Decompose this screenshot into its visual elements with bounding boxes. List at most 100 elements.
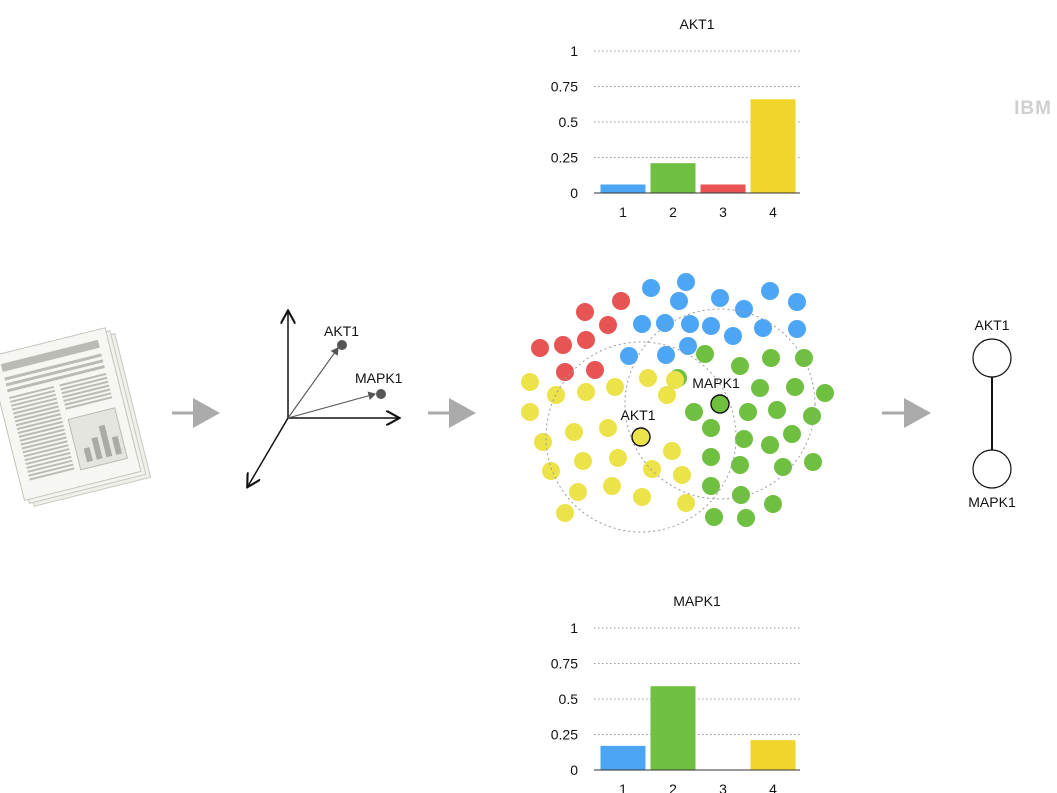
point-akt1 — [337, 340, 347, 350]
bar — [700, 184, 746, 193]
cluster-dot — [620, 347, 638, 365]
cluster-dot — [656, 314, 674, 332]
cluster-dot — [577, 383, 595, 401]
cluster-dot — [696, 345, 714, 363]
cluster-dot — [576, 303, 594, 321]
cluster-dot — [768, 401, 786, 419]
y-tick-label: 0.75 — [551, 656, 578, 672]
bar — [750, 740, 796, 770]
cluster-dot — [774, 458, 792, 476]
bar-chart-akt1: AKT1 0 0.25 0.5 0.75 1 1 2 3 4 — [551, 16, 800, 220]
cluster-dot — [658, 386, 676, 404]
cluster-dot — [705, 508, 723, 526]
y-tick-label: 1 — [570, 43, 578, 59]
cluster-dot — [609, 449, 627, 467]
cluster-dot — [702, 477, 720, 495]
cluster-dot — [569, 483, 587, 501]
cluster-dot — [599, 419, 617, 437]
chart-title: AKT1 — [679, 16, 714, 32]
documents-icon — [0, 327, 152, 507]
cluster-dot — [783, 425, 801, 443]
cluster-dot — [762, 349, 780, 367]
cluster-dot — [554, 336, 572, 354]
cluster-dot — [731, 357, 749, 375]
cluster-dot — [606, 378, 624, 396]
cluster-dot — [521, 373, 539, 391]
y-tick-label: 1 — [570, 620, 578, 636]
highlight-dot-akt1 — [631, 427, 651, 447]
cluster-dot — [677, 273, 695, 291]
y-tick-label: 0.5 — [559, 691, 579, 707]
cluster-dot — [786, 378, 804, 396]
cluster-dot — [724, 327, 742, 345]
vector-label-akt1: AKT1 — [324, 323, 359, 339]
neighborhood-circle-mapk1 — [624, 308, 816, 500]
cluster-dot — [577, 331, 595, 349]
bar — [600, 745, 646, 770]
cluster-dot — [666, 371, 684, 389]
bar — [600, 184, 646, 193]
cluster-dot — [816, 384, 834, 402]
vector-label-mapk1: MAPK1 — [355, 370, 403, 386]
vector-akt1 — [287, 347, 339, 419]
cluster-dot — [633, 488, 651, 506]
x-tick-label: 4 — [769, 204, 777, 220]
cluster-dot — [612, 292, 630, 310]
cluster-dot — [633, 315, 651, 333]
cluster-dot — [761, 436, 779, 454]
network-node-mapk1 — [972, 449, 1012, 489]
cluster-dot — [788, 320, 806, 338]
cluster-dot — [673, 466, 691, 484]
cluster-dot — [521, 403, 539, 421]
y-tick-label: 0 — [570, 185, 578, 201]
cluster-dot — [764, 495, 782, 513]
chart-title: MAPK1 — [673, 593, 721, 609]
bar — [650, 163, 696, 193]
x-tick-label: 1 — [619, 204, 627, 220]
cluster-dot — [642, 279, 660, 297]
x-tick-label: 2 — [669, 781, 677, 793]
cluster-dot — [685, 403, 703, 421]
cluster-dot — [735, 430, 753, 448]
bar — [750, 99, 796, 193]
cluster-dot — [702, 317, 720, 335]
cluster-dot — [531, 339, 549, 357]
y-tick-label: 0.75 — [551, 79, 578, 95]
x-tick-label: 3 — [719, 204, 727, 220]
cluster-dot — [542, 462, 560, 480]
point-mapk1 — [376, 389, 386, 399]
cluster-dot — [603, 477, 621, 495]
cluster-dot — [803, 407, 821, 425]
cluster-view: AKT1 MAPK1 — [521, 273, 834, 533]
cluster-dot — [711, 289, 729, 307]
network-graph: AKT1 MAPK1 — [968, 317, 1016, 510]
x-tick-label: 3 — [719, 781, 727, 793]
cluster-dot — [639, 369, 657, 387]
cluster-dot — [556, 504, 574, 522]
cluster-dot — [702, 419, 720, 437]
cluster-dot — [565, 423, 583, 441]
cluster-dot — [679, 337, 697, 355]
y-tick-label: 0 — [570, 762, 578, 778]
cluster-dot — [735, 300, 753, 318]
cluster-dot — [754, 319, 772, 337]
highlight-dot-mapk1 — [710, 394, 730, 414]
cluster-dot — [751, 379, 769, 397]
cluster-dot — [657, 346, 675, 364]
cluster-dot — [663, 442, 681, 460]
network-label-mapk1: MAPK1 — [968, 494, 1016, 510]
bar — [650, 686, 696, 770]
cluster-dot — [677, 494, 695, 512]
cluster-dot — [739, 403, 757, 421]
vector-mapk1 — [287, 391, 377, 419]
y-tick-label: 0.25 — [551, 727, 578, 743]
cluster-dot — [702, 448, 720, 466]
cluster-dot — [788, 293, 806, 311]
cluster-dot — [737, 509, 755, 527]
cluster-dot — [643, 460, 661, 478]
y-tick-label: 0.25 — [551, 150, 578, 166]
cluster-dot — [795, 349, 813, 367]
ibm-logo: IBM — [1014, 98, 1052, 119]
cluster-dot — [599, 316, 617, 334]
